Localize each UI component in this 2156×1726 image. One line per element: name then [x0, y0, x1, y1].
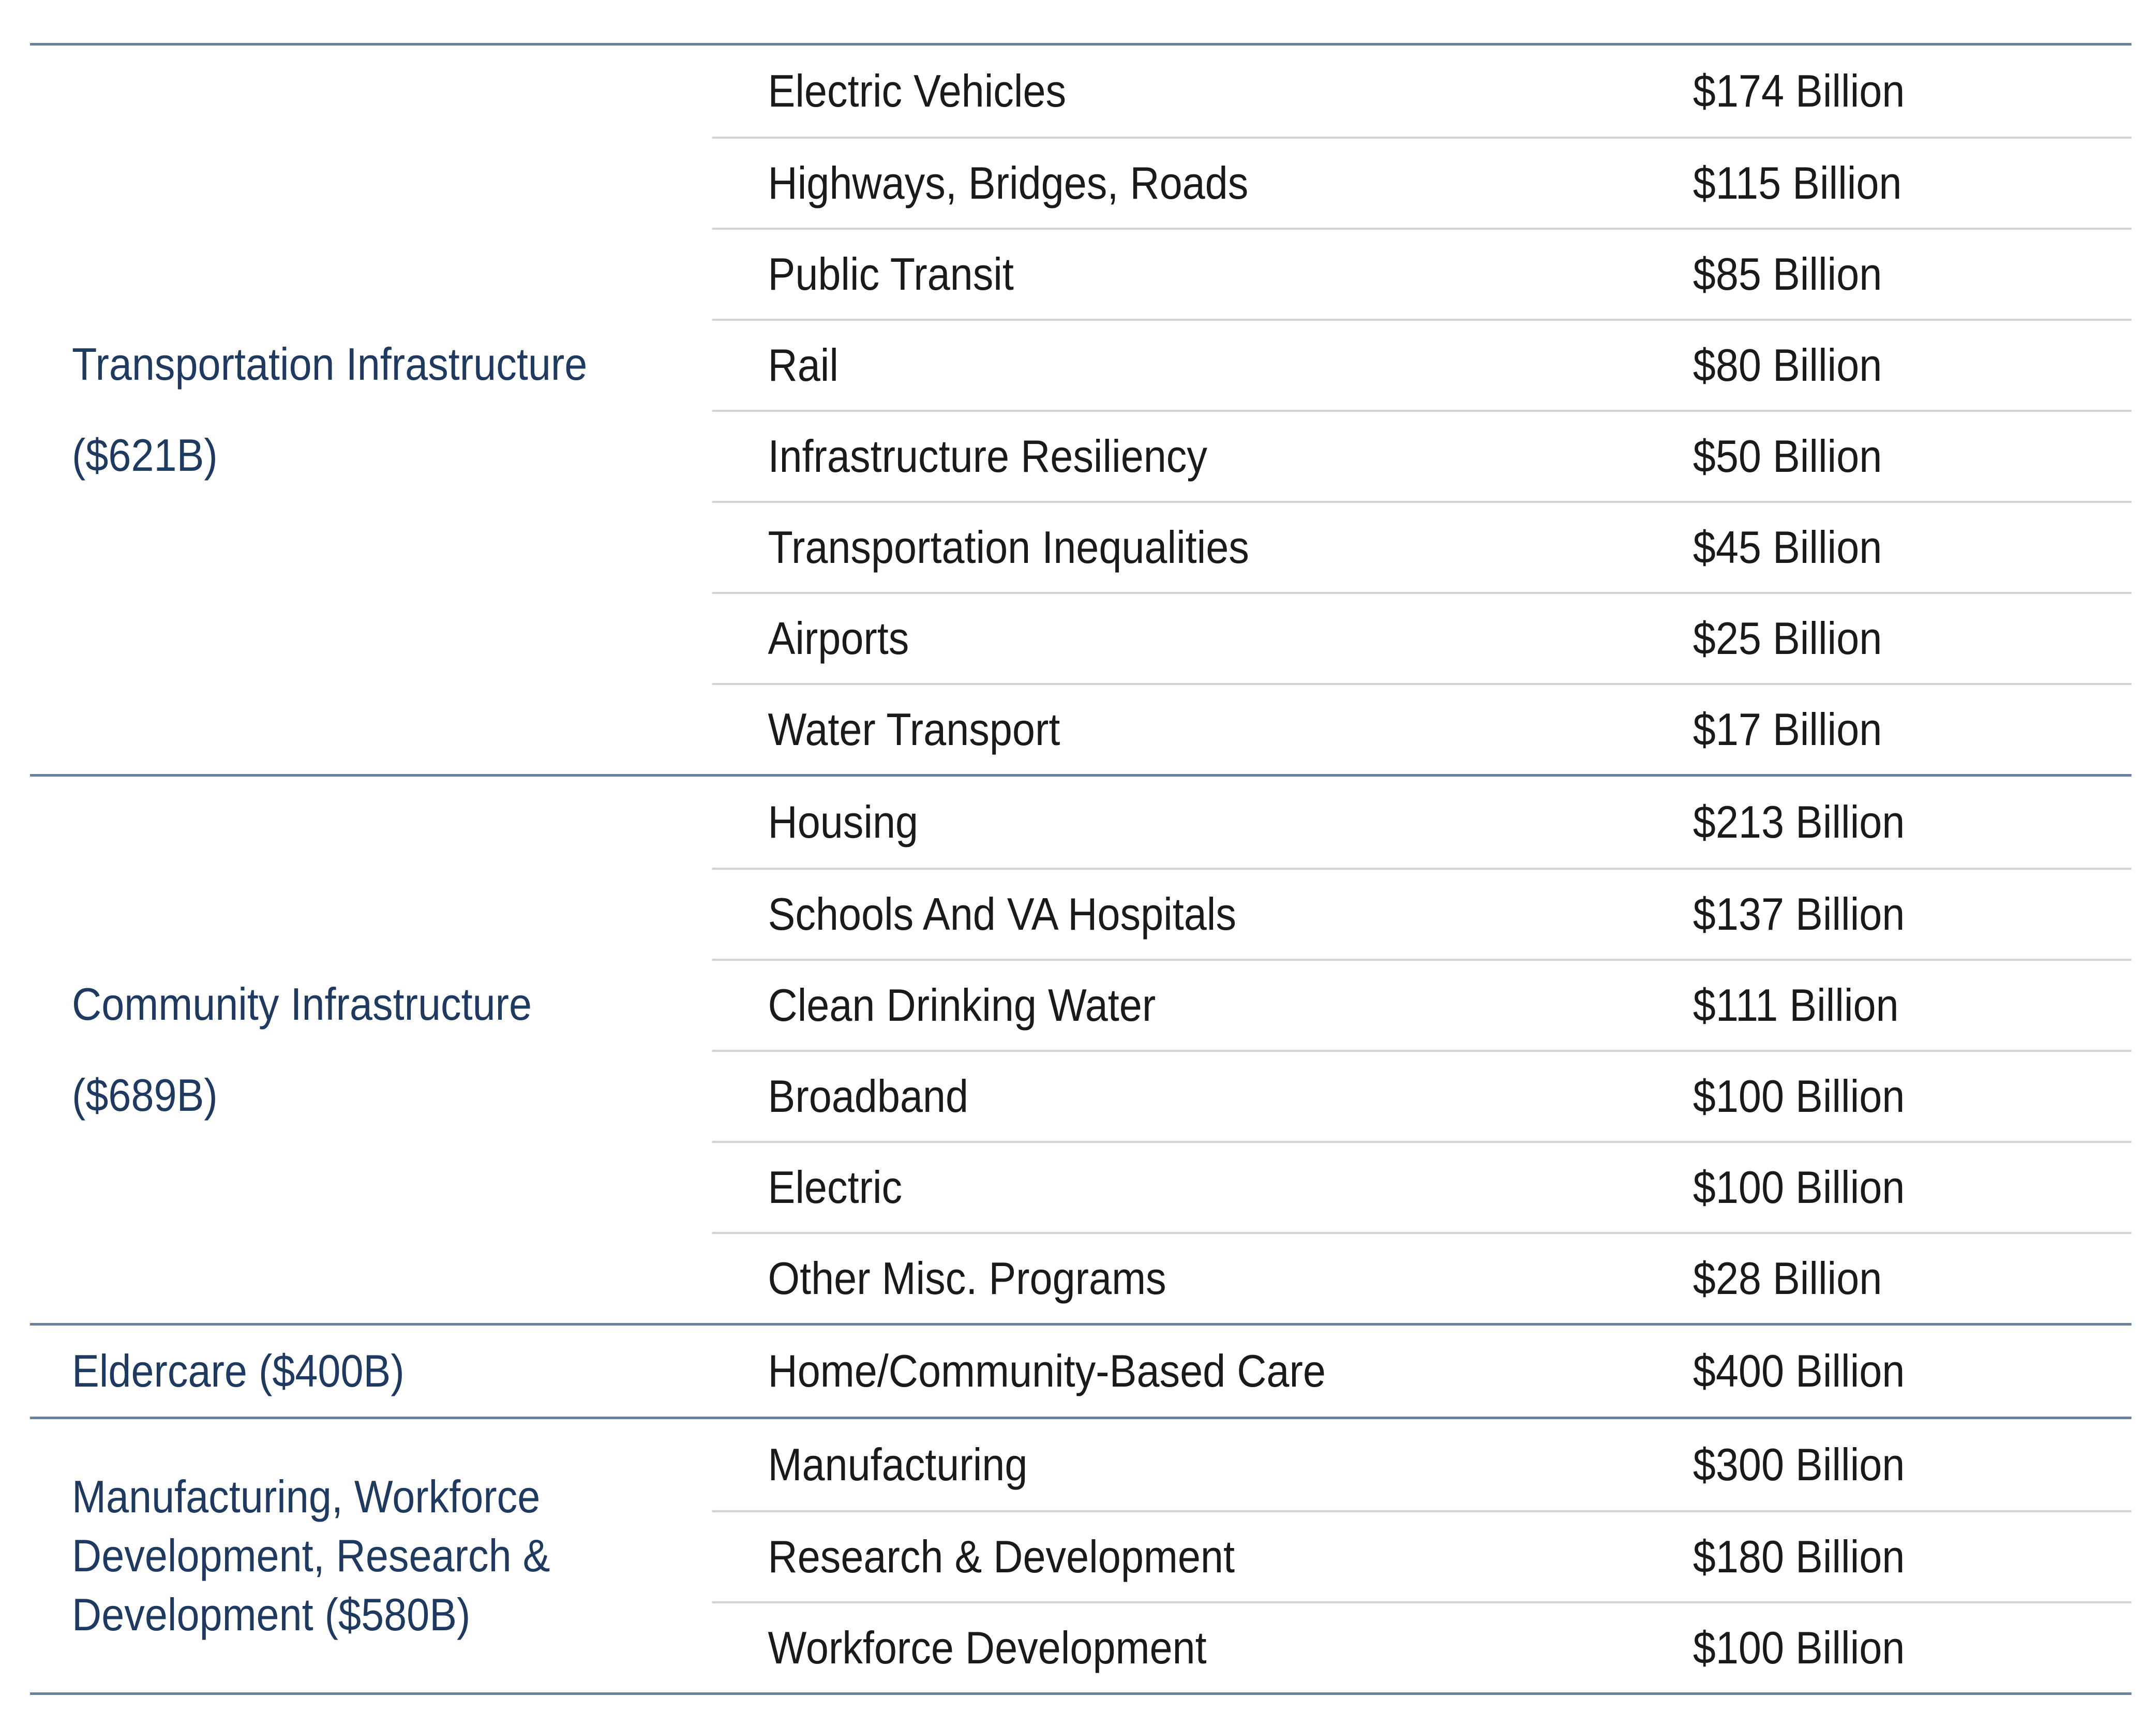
item-amount: $137 Billion — [1693, 888, 1905, 940]
item-amount: $115 Billion — [1693, 157, 1902, 209]
table-row: Housing $213 Billion — [712, 777, 2132, 868]
category-total: ($621B) — [72, 429, 218, 481]
item-name: Transportation Inequalities — [768, 522, 1249, 573]
item-name: Housing — [768, 796, 919, 847]
table-group: Community Infrastructure ($689B) Housing $2… — [30, 774, 2132, 1323]
item-name: Other Misc. Programs — [768, 1253, 1166, 1304]
table-row: Broadband $100 Billion — [712, 1050, 2132, 1141]
item-name: Electric Vehicles — [768, 65, 1067, 116]
item-name: Research & Development — [768, 1531, 1235, 1582]
item-amount: $400 Billion — [1693, 1345, 1905, 1396]
item-amount: $85 Billion — [1693, 248, 1882, 300]
item-list: Manufacturing $300 Billion Research & Deve… — [712, 1419, 2132, 1692]
item-amount: $25 Billion — [1693, 613, 1882, 664]
category-cell: Community Infrastructure ($689B) — [30, 777, 712, 1323]
item-amount: $50 Billion — [1693, 430, 1882, 482]
item-amount: $111 Billion — [1693, 979, 1899, 1031]
item-list: Housing $213 Billion Schools And VA Hospit… — [712, 777, 2132, 1323]
item-name: Manufacturing — [768, 1439, 1028, 1490]
item-list: Electric Vehicles $174 Billion Highways, B… — [712, 46, 2132, 774]
item-amount: $300 Billion — [1693, 1439, 1905, 1490]
item-list: Home/Community-Based Care $400 Billion — [712, 1326, 2132, 1417]
item-amount: $45 Billion — [1693, 522, 1882, 573]
category-label: Eldercare ($400B) — [72, 1345, 405, 1396]
table-row: Manufacturing $300 Billion — [712, 1419, 2132, 1510]
item-name: Public Transit — [768, 248, 1014, 300]
table-group: Transportation Infrastructure ($621B) Elec… — [30, 43, 2132, 774]
item-name: Rail — [768, 339, 839, 391]
table-row: Water Transport $17 Billion — [712, 683, 2132, 774]
item-amount: $213 Billion — [1693, 796, 1905, 847]
category-cell: Eldercare ($400B) — [30, 1326, 712, 1417]
table-row: Public Transit $85 Billion — [712, 228, 2132, 319]
item-name: Highways, Bridges, Roads — [768, 157, 1249, 209]
category-label: Community Infrastructure — [72, 978, 532, 1030]
item-name: Airports — [768, 613, 909, 664]
item-name: Electric — [768, 1162, 903, 1213]
table-row: Clean Drinking Water $111 Billion — [712, 959, 2132, 1050]
table-row: Infrastructure Resiliency $50 Billion — [712, 410, 2132, 501]
item-amount: $100 Billion — [1693, 1070, 1905, 1122]
table-row: Highways, Bridges, Roads $115 Billion — [712, 137, 2132, 228]
funding-table: Transportation Infrastructure ($621B) Elec… — [30, 43, 2132, 1695]
item-amount: $80 Billion — [1693, 339, 1882, 391]
category-label: Transportation Infrastructure — [72, 338, 588, 390]
item-amount: $17 Billion — [1693, 704, 1882, 755]
category-label-line: Manufacturing, Workforce — [72, 1471, 541, 1522]
category-cell: Transportation Infrastructure ($621B) — [30, 46, 712, 774]
item-name: Clean Drinking Water — [768, 979, 1156, 1031]
table-group: Manufacturing, Workforce Development, Res… — [30, 1417, 2132, 1695]
item-amount: $28 Billion — [1693, 1253, 1882, 1304]
item-name: Infrastructure Resiliency — [768, 430, 1208, 482]
category-label-line: Development ($580B) — [72, 1589, 471, 1640]
table-group: Eldercare ($400B) Home/Community-Based Ca… — [30, 1323, 2132, 1417]
item-name: Schools And VA Hospitals — [768, 888, 1236, 940]
category-cell: Manufacturing, Workforce Development, Res… — [30, 1419, 712, 1692]
table-row: Other Misc. Programs $28 Billion — [712, 1232, 2132, 1323]
category-total: ($689B) — [72, 1069, 218, 1121]
item-amount: $174 Billion — [1693, 65, 1905, 116]
table-row: Transportation Inequalities $45 Billion — [712, 501, 2132, 592]
item-name: Workforce Development — [768, 1622, 1207, 1673]
table-row: Electric $100 Billion — [712, 1141, 2132, 1232]
table-row: Home/Community-Based Care $400 Billion — [712, 1326, 2132, 1417]
item-name: Broadband — [768, 1070, 969, 1122]
item-amount: $100 Billion — [1693, 1162, 1905, 1213]
table-row: Workforce Development $100 Billion — [712, 1601, 2132, 1692]
table-row: Electric Vehicles $174 Billion — [712, 46, 2132, 137]
table-row: Research & Development $180 Billion — [712, 1510, 2132, 1601]
item-amount: $100 Billion — [1693, 1622, 1905, 1673]
table-row: Schools And VA Hospitals $137 Billion — [712, 868, 2132, 959]
table-row: Airports $25 Billion — [712, 592, 2132, 683]
item-name: Water Transport — [768, 704, 1060, 755]
category-label-line: Development, Research & — [72, 1530, 550, 1581]
item-name: Home/Community-Based Care — [768, 1345, 1326, 1396]
table-row: Rail $80 Billion — [712, 319, 2132, 410]
item-amount: $180 Billion — [1693, 1531, 1905, 1582]
